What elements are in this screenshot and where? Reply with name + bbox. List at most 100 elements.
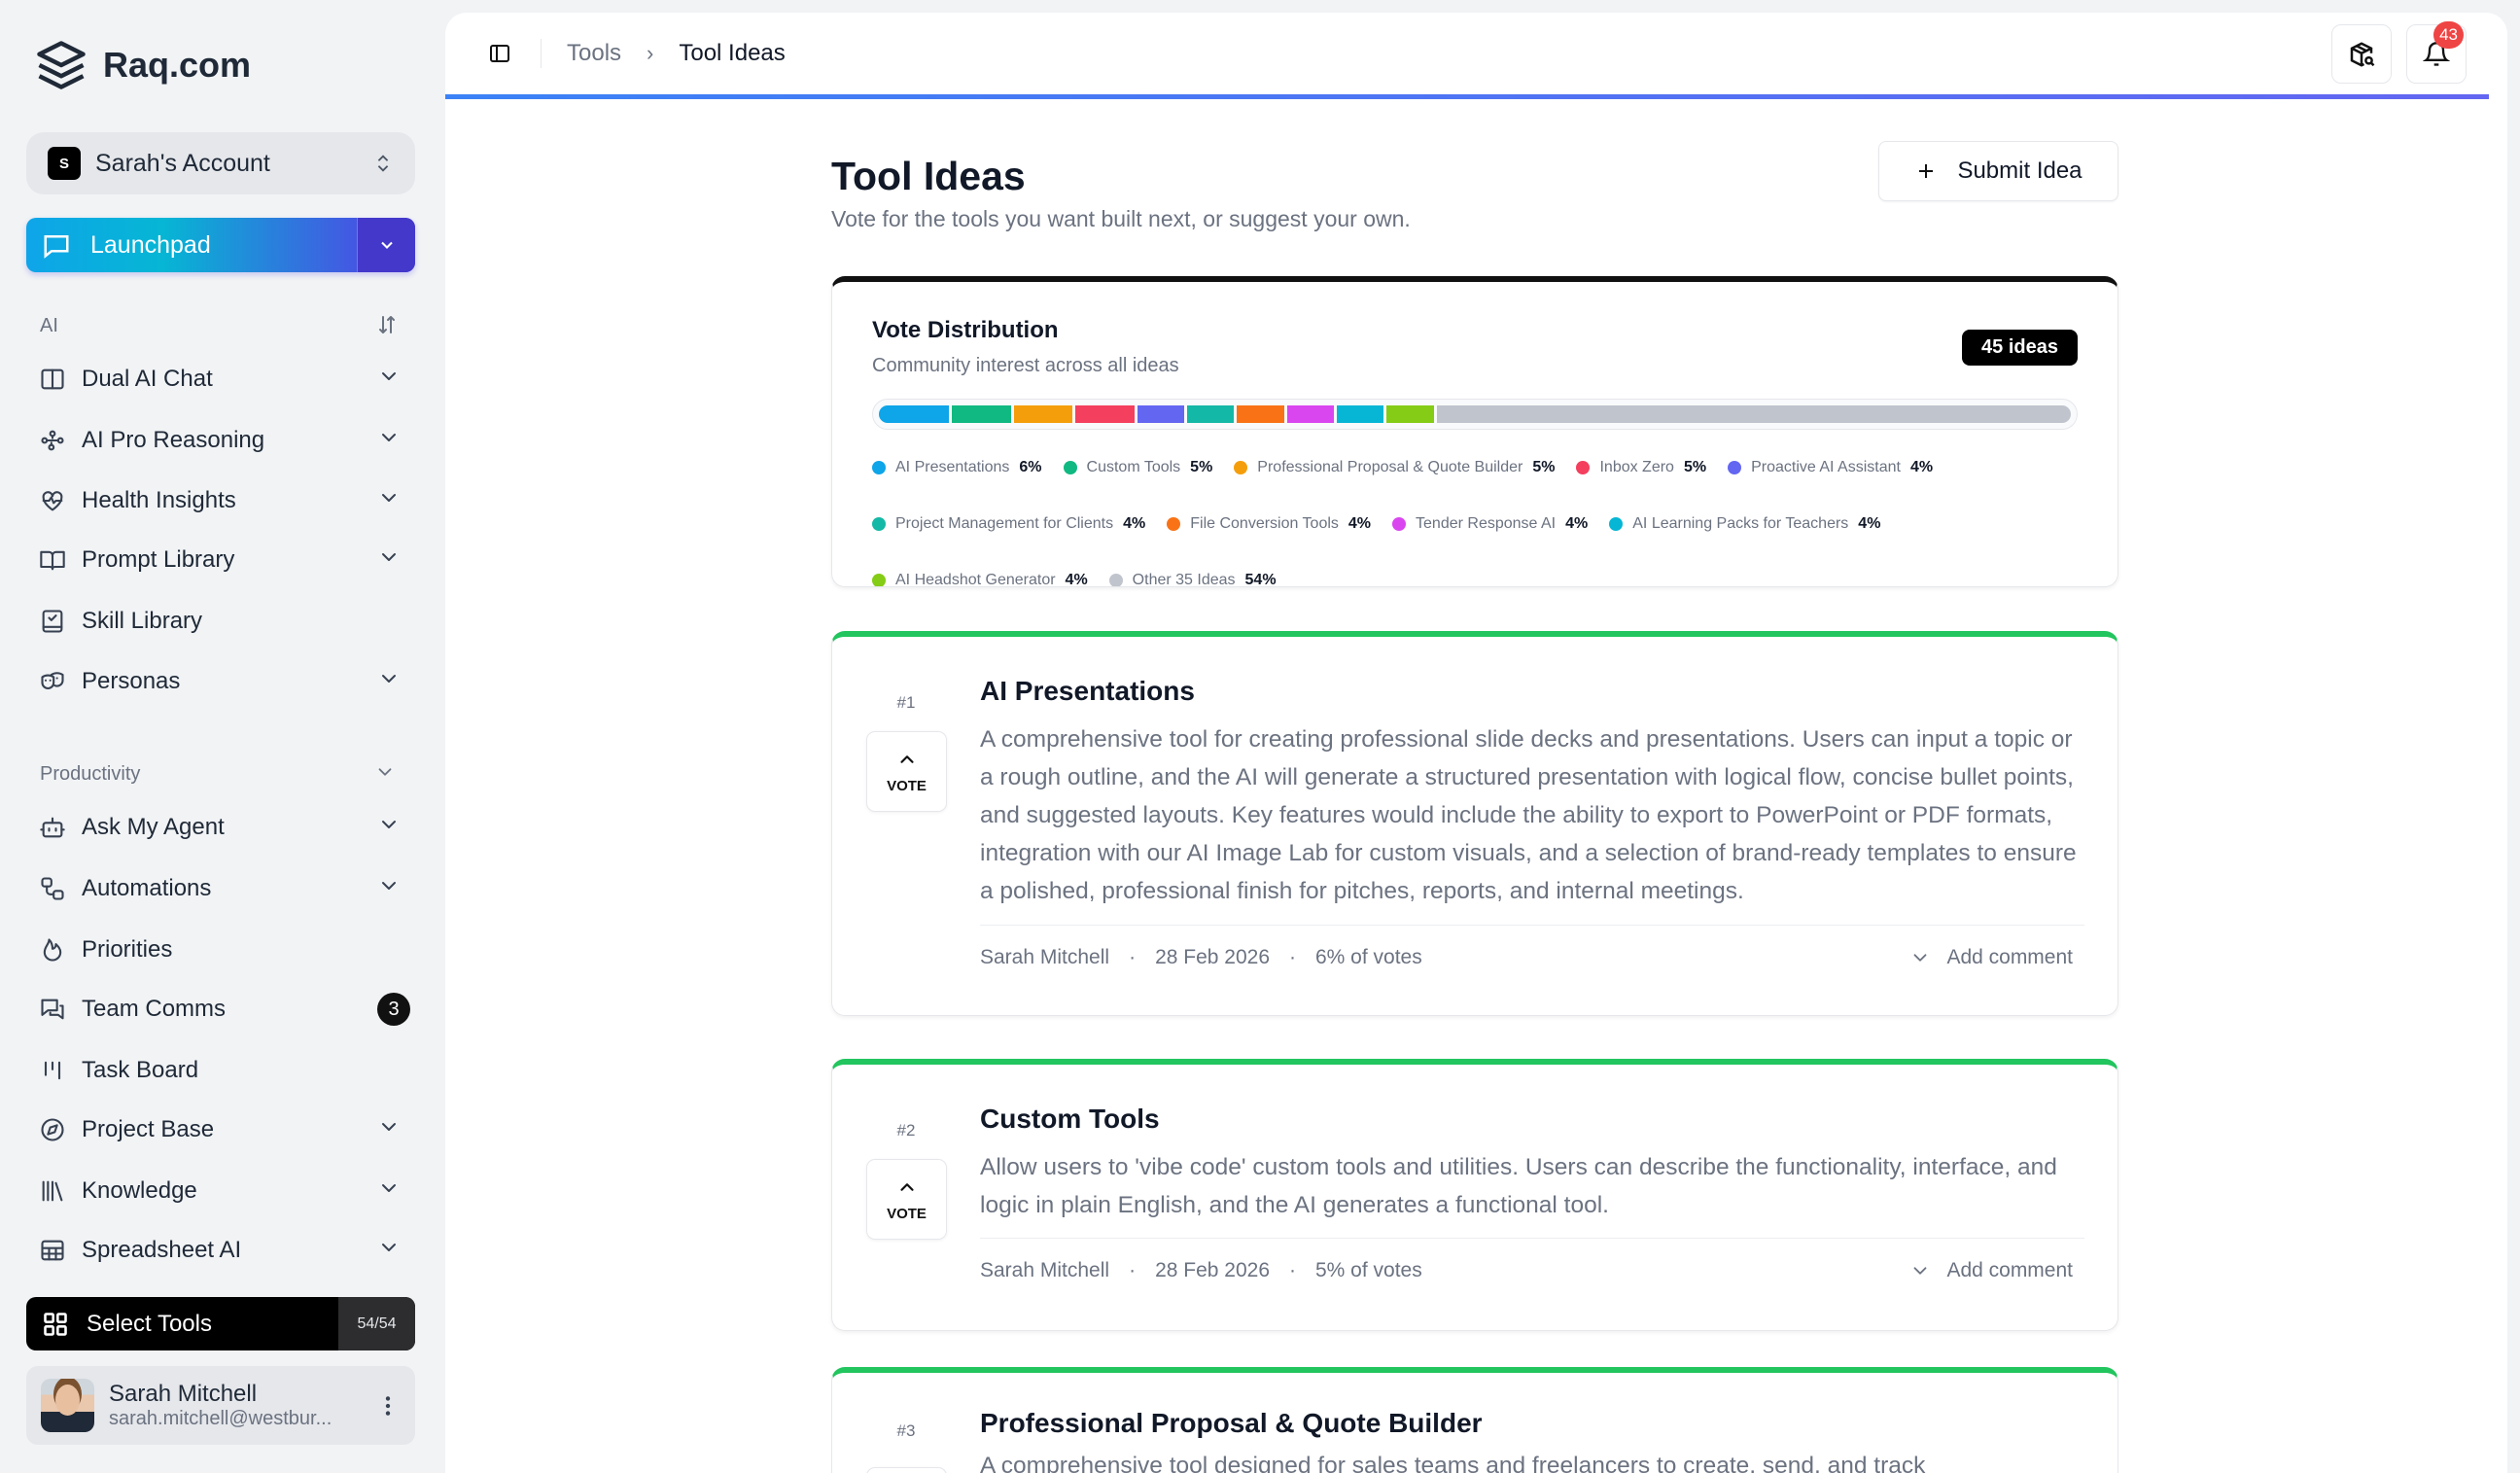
idea-rank: #3 bbox=[896, 1421, 916, 1440]
bar-segment[interactable] bbox=[1137, 405, 1185, 423]
chevron-down-icon bbox=[1914, 954, 1927, 962]
legend-item: Proactive AI Assistant 4% bbox=[1728, 457, 1933, 478]
sidebar-item-automations[interactable]: Automations bbox=[39, 863, 408, 914]
chevron-down-icon bbox=[382, 371, 396, 380]
page-subtitle: Vote for the tools you want built next, … bbox=[831, 206, 1411, 231]
chevron-down-icon bbox=[382, 552, 396, 561]
package-search-button[interactable] bbox=[2331, 24, 2392, 84]
add-comment-label: Add comment bbox=[1946, 1259, 2073, 1281]
user-name: Sarah Mitchell bbox=[109, 1381, 258, 1407]
sidebar-item-dual-ai-chat[interactable]: Dual AI Chat bbox=[39, 354, 408, 404]
idea-author: Sarah Mitchell bbox=[980, 946, 1110, 968]
expand-button[interactable] bbox=[377, 1176, 401, 1207]
sidebar-item-project-base[interactable]: Project Base bbox=[39, 1105, 408, 1155]
unread-badge: 3 bbox=[377, 993, 410, 1026]
vote-distribution-subtitle: Community interest across all ideas bbox=[872, 355, 1179, 376]
user-profile[interactable]: Sarah Mitchell sarah.mitchell@westbur... bbox=[26, 1366, 415, 1445]
more-vertical-icon[interactable] bbox=[375, 1393, 401, 1419]
heart-pulse-icon bbox=[42, 491, 63, 511]
chevron-down-icon bbox=[382, 1122, 396, 1131]
chevron-down-icon bbox=[380, 241, 393, 249]
expand-button[interactable] bbox=[377, 667, 401, 697]
chevron-down-icon bbox=[1914, 1267, 1927, 1275]
bar-segment[interactable] bbox=[952, 405, 1011, 423]
bar-segment[interactable] bbox=[1286, 405, 1335, 423]
sidebar-item-personas[interactable]: Personas bbox=[39, 656, 408, 707]
submit-idea-button[interactable]: Submit Idea bbox=[1878, 141, 2118, 201]
expand-button[interactable] bbox=[377, 813, 401, 843]
user-email: sarah.mitchell@westbur... bbox=[109, 1408, 332, 1429]
sidebar-item-knowledge[interactable]: Knowledge bbox=[39, 1166, 408, 1216]
bar-segment[interactable] bbox=[1075, 405, 1135, 423]
select-tools-label: Select Tools bbox=[87, 1310, 212, 1337]
workflow-icon-wrap bbox=[39, 427, 66, 454]
bar-segment[interactable] bbox=[1237, 405, 1284, 423]
sidebar-item-label: Knowledge bbox=[82, 1177, 197, 1204]
launchpad-button[interactable]: Launchpad bbox=[26, 218, 415, 272]
section-label-productivity: Productivity bbox=[40, 763, 141, 785]
bar-segment[interactable] bbox=[1187, 405, 1235, 423]
sidebar-item-ai-pro-reasoning[interactable]: AI Pro Reasoning bbox=[39, 415, 408, 466]
legend-item: Professional Proposal & Quote Builder 5% bbox=[1234, 457, 1555, 478]
bar-segment[interactable] bbox=[1013, 405, 1073, 423]
legend-value: 4% bbox=[1565, 515, 1589, 532]
vote-button[interactable]: VOTE bbox=[866, 1159, 947, 1240]
breadcrumb-tools[interactable]: Tools bbox=[567, 40, 622, 66]
legend-value: 4% bbox=[1123, 515, 1146, 532]
bar-segment[interactable] bbox=[1436, 405, 2072, 423]
avatar bbox=[41, 1379, 94, 1432]
sidebar-item-skill-library[interactable]: Skill Library bbox=[39, 596, 408, 647]
notifications-button[interactable]: 43 bbox=[2406, 21, 2467, 84]
sidebar-item-health-insights[interactable]: Health Insights bbox=[39, 475, 408, 526]
idea-title: Professional Proposal & Quote Builder bbox=[980, 1408, 1483, 1438]
expand-button[interactable] bbox=[377, 1236, 401, 1266]
sidebar-toggle-icon[interactable] bbox=[488, 42, 511, 65]
sidebar: Raq.com S Sarah's Account Launchpad AI Du… bbox=[0, 0, 442, 1473]
idea-footer: Sarah Mitchell · 28 Feb 2026 · 5% of votes… bbox=[980, 1259, 2084, 1282]
bar-segment[interactable] bbox=[1386, 405, 1434, 423]
package-search-icon bbox=[2350, 41, 2375, 67]
launchpad-dropdown[interactable] bbox=[357, 218, 415, 272]
legend-dot bbox=[1576, 461, 1591, 474]
kanban-icon-wrap bbox=[39, 1057, 66, 1084]
expand-button[interactable] bbox=[377, 545, 401, 576]
add-comment-button[interactable]: Add comment bbox=[1909, 1259, 2073, 1282]
legend-value: 4% bbox=[1858, 515, 1881, 532]
vote-button[interactable]: VOTE bbox=[866, 1467, 947, 1473]
book-open-icon bbox=[40, 550, 65, 571]
bar-segment[interactable] bbox=[1337, 405, 1384, 423]
collapse-section-button[interactable] bbox=[374, 761, 394, 788]
brand-logo[interactable]: Raq.com bbox=[35, 39, 251, 91]
expand-button[interactable] bbox=[377, 874, 401, 904]
expand-button[interactable] bbox=[377, 1115, 401, 1145]
sort-button[interactable] bbox=[375, 313, 395, 341]
vote-button[interactable]: VOTE bbox=[866, 731, 947, 812]
add-comment-button[interactable]: Add comment bbox=[1909, 946, 2073, 969]
expand-button[interactable] bbox=[377, 426, 401, 456]
chevron-down-icon bbox=[382, 1243, 396, 1251]
bar-segment[interactable] bbox=[879, 405, 950, 423]
select-tools-button[interactable]: Select Tools 54/54 bbox=[26, 1297, 415, 1350]
separator: · bbox=[1129, 1259, 1137, 1281]
sidebar-item-prompt-library[interactable]: Prompt Library bbox=[39, 535, 408, 585]
legend-label: Professional Proposal & Quote Builder bbox=[1257, 459, 1523, 475]
messages-icon-wrap bbox=[39, 996, 66, 1023]
brand-name: Raq.com bbox=[103, 45, 252, 85]
sidebar-item-ask-my-agent[interactable]: Ask My Agent bbox=[39, 802, 408, 853]
legend-item: Project Management for Clients 4% bbox=[872, 513, 1145, 535]
launchpad-main[interactable]: Launchpad bbox=[26, 230, 357, 260]
expand-button[interactable] bbox=[377, 486, 401, 516]
expand-button[interactable] bbox=[377, 365, 401, 395]
account-switcher[interactable]: S Sarah's Account bbox=[26, 132, 415, 194]
legend-label: AI Headshot Generator bbox=[895, 572, 1056, 587]
sidebar-item-priorities[interactable]: Priorities bbox=[39, 925, 408, 975]
idea-card: #1 VOTE AI Presentations A comprehensive… bbox=[831, 631, 2118, 1016]
sidebar-item-team-comms[interactable]: Team Comms 3 bbox=[39, 984, 410, 1035]
library-icon-wrap bbox=[39, 1177, 66, 1205]
sidebar-item-label: Health Insights bbox=[82, 487, 236, 513]
sidebar-item-label: Ask My Agent bbox=[82, 814, 225, 840]
sidebar-item-spreadsheet-ai[interactable]: Spreadsheet AI bbox=[39, 1225, 408, 1276]
sidebar-item-task-board[interactable]: Task Board bbox=[39, 1045, 408, 1096]
idea-title: AI Presentations bbox=[980, 676, 1195, 706]
idea-description: Allow users to 'vibe code' custom tools … bbox=[980, 1154, 2057, 1218]
